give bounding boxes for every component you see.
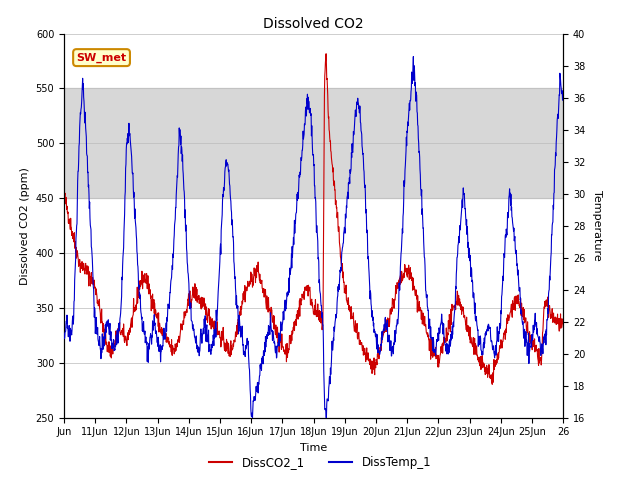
- Title: Dissolved CO2: Dissolved CO2: [263, 17, 364, 31]
- Text: SW_met: SW_met: [77, 52, 127, 63]
- Y-axis label: Temperature: Temperature: [592, 190, 602, 261]
- Bar: [64, 88, 563, 198]
- X-axis label: Time: Time: [300, 443, 327, 453]
- Y-axis label: Dissolved CO2 (ppm): Dissolved CO2 (ppm): [20, 167, 30, 285]
- Legend: DissCO2_1, DissTemp_1: DissCO2_1, DissTemp_1: [204, 452, 436, 474]
